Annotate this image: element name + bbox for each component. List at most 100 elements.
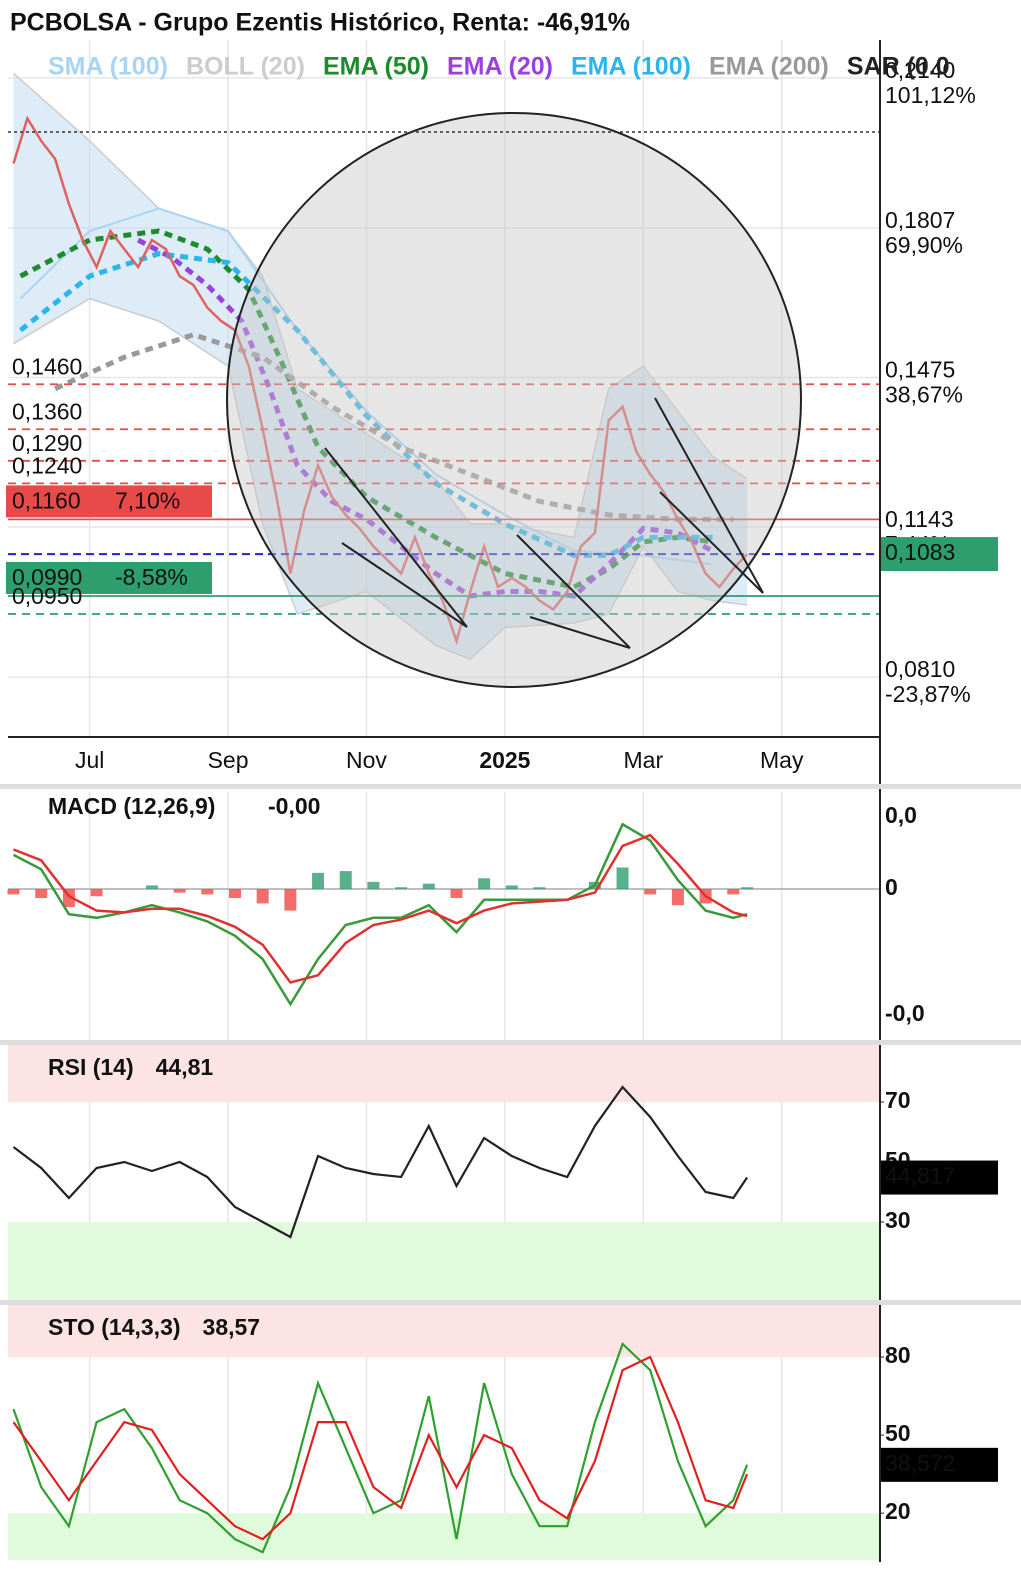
zone <box>8 1513 880 1560</box>
panel-divider <box>0 784 1021 789</box>
y-tick-label: 0,0 <box>885 802 917 828</box>
level-label-box <box>6 561 212 594</box>
x-tick-label: Jul <box>75 747 104 773</box>
trend-line <box>654 397 764 594</box>
zone <box>8 1305 880 1358</box>
panel-title: RSI (14) <box>48 1054 134 1080</box>
histogram-bar <box>450 889 463 899</box>
histogram-bar <box>727 889 740 895</box>
y-tick-label: 0,1475 <box>885 357 955 383</box>
histogram-bar <box>533 887 546 890</box>
panel-divider <box>0 1300 1021 1305</box>
histogram-bar <box>395 887 408 890</box>
x-tick-label: Mar <box>624 747 664 773</box>
histogram-bar <box>339 871 352 890</box>
price-line <box>12 115 749 646</box>
level-label: 0,0950 <box>12 583 82 609</box>
histogram-bar <box>228 889 241 899</box>
y-tick-label: 80 <box>885 1342 911 1368</box>
legend-entry: EMA (100) <box>571 53 691 81</box>
legend-entry: EMA (200) <box>709 53 829 81</box>
trend-line <box>516 534 631 649</box>
bottom-margin <box>0 1562 1021 1581</box>
panel-divider <box>0 1040 1021 1045</box>
panel-title: MACD (12,26,9) <box>48 793 215 819</box>
y-tick-label: 70 <box>885 1087 911 1113</box>
last-value-box <box>880 1447 998 1482</box>
trend-line <box>529 616 631 649</box>
legend-entry: BOLL (20) <box>186 53 305 81</box>
last-price-label: 0,1083 <box>885 539 955 565</box>
x-tick-label: Nov <box>346 747 387 773</box>
y-tick-label: 0,2140 <box>885 57 955 83</box>
level-label-box <box>6 485 212 518</box>
level-percent: 7,10% <box>115 487 180 513</box>
y-tick-label: -0,0 <box>885 1000 925 1026</box>
histogram-bar <box>478 878 491 890</box>
y-tick-sublabel: 101,12% <box>885 82 976 108</box>
level-label: 0,1160 <box>12 487 81 513</box>
trend-line <box>659 491 764 594</box>
oscillator-line <box>12 1355 749 1541</box>
macd-line <box>13 833 748 984</box>
zone <box>8 1222 880 1300</box>
x-tick-label: May <box>760 747 804 773</box>
trend-line <box>324 447 468 628</box>
histogram-bar <box>90 889 103 897</box>
y-tick-sublabel: 69,90% <box>885 232 963 258</box>
annotations <box>8 112 880 688</box>
histogram-bar <box>671 889 684 906</box>
indicator-line <box>19 207 713 566</box>
last-price-box <box>880 537 998 572</box>
bollinger-lower <box>13 297 748 660</box>
panel-value: 38,57 <box>203 1314 261 1340</box>
histogram-bar <box>35 889 48 899</box>
bollinger-band <box>13 73 748 660</box>
y-tick-label: 0 <box>885 874 898 900</box>
level-label: 0,1460 <box>12 353 82 379</box>
histogram-bar <box>422 883 435 890</box>
histogram-bar <box>616 867 629 890</box>
histogram-bar <box>741 887 754 890</box>
y-tick-label: 20 <box>885 1498 911 1524</box>
x-tick-label: Sep <box>208 747 249 773</box>
y-tick-label: 30 <box>885 1207 911 1233</box>
oscillator-line <box>12 1085 749 1239</box>
y-tick-label: 0,1143 <box>885 506 954 532</box>
legend-entry: EMA (20) <box>447 53 553 81</box>
last-value-label: 44,817 <box>885 1163 955 1189</box>
histogram-bar <box>256 889 269 904</box>
level-label: 0,1240 <box>12 452 82 478</box>
level-percent: -8,58% <box>115 564 188 590</box>
indicator-line <box>136 237 714 599</box>
panel-title: STO (14,3,3) <box>48 1314 181 1340</box>
macd-line <box>12 822 748 1007</box>
panel-value: -0,00 <box>268 793 320 819</box>
histogram-bar <box>644 889 657 895</box>
level-label: 0,1290 <box>12 430 82 456</box>
legend-entry: SMA (100) <box>48 53 168 81</box>
histogram-bar <box>284 889 297 911</box>
histogram-bar <box>7 889 20 895</box>
level-label: 0,0990 <box>12 564 82 590</box>
chart-title: PCBOLSA - Grupo Ezentis Histórico, Renta… <box>10 9 630 37</box>
oscillator-line <box>12 1342 749 1554</box>
last-value-box <box>880 1160 998 1195</box>
trend-line <box>341 542 468 628</box>
y-tick-label: 50 <box>885 1420 911 1446</box>
zone <box>8 1045 880 1102</box>
legend-entry: SAR (0.0 <box>847 53 950 81</box>
histogram-bar <box>173 889 186 893</box>
histogram-bar <box>201 889 214 895</box>
y-tick-sublabel: 38,67% <box>885 382 963 408</box>
x-tick-label: 2025 <box>479 747 530 773</box>
histogram-bar <box>145 885 158 890</box>
histogram-bar <box>505 885 518 890</box>
y-tick-label: 0,1807 <box>885 207 955 233</box>
legend-entry: EMA (50) <box>323 53 429 81</box>
histogram-bar <box>367 881 380 890</box>
highlight-circle <box>226 112 802 688</box>
y-tick-label: 0,0810 <box>885 656 955 682</box>
